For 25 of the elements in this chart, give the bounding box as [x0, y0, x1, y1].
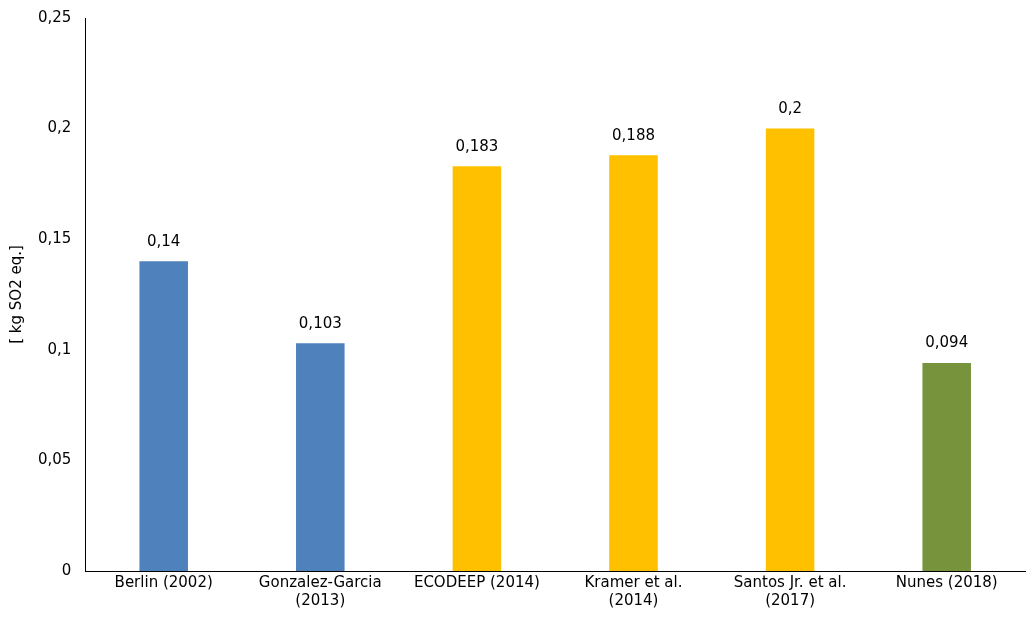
y-tick-label: 0,05: [37, 450, 72, 469]
bar: [922, 363, 971, 571]
bar: [609, 155, 658, 571]
x-tick-label: ECODEEP (2014): [413, 572, 540, 591]
y-tick-label: 0,25: [37, 7, 72, 26]
data-label: 0,2: [778, 98, 803, 117]
y-axis-title: [ kg SO2 eq.]: [6, 245, 25, 344]
x-tick-label: Kramer et al. (2014): [584, 572, 683, 609]
data-label: 0,103: [298, 313, 342, 332]
data-label: 0,188: [612, 125, 655, 144]
bar: [296, 343, 345, 571]
bar: [452, 166, 502, 571]
y-tick-label: 0,1: [47, 339, 72, 358]
x-tick-label: Nunes (2018): [895, 572, 998, 591]
x-tick-label: Santos Jr. et al. (2017): [733, 572, 847, 609]
bar: [139, 261, 188, 571]
y-tick-label: 0,2: [47, 118, 72, 137]
data-label: 0,14: [147, 231, 181, 250]
y-tick-label: 0,15: [37, 229, 72, 248]
x-tick-label: Berlin (2002): [114, 572, 213, 591]
data-label: 0,183: [455, 136, 499, 155]
y-tick-label: 0: [61, 560, 72, 579]
bar: [765, 128, 815, 571]
x-tick-label: Gonzalez-Garcia (2013): [258, 572, 382, 609]
data-label: 0,094: [925, 333, 969, 352]
